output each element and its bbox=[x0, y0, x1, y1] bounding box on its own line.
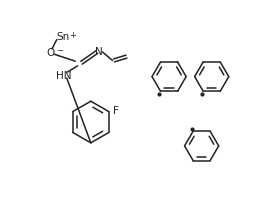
Text: F: F bbox=[113, 106, 119, 116]
Text: N: N bbox=[95, 47, 103, 57]
Text: +: + bbox=[69, 31, 76, 40]
Text: HN: HN bbox=[56, 71, 71, 81]
Text: −: − bbox=[56, 46, 63, 55]
Text: O: O bbox=[46, 48, 55, 59]
Text: Sn: Sn bbox=[57, 32, 70, 42]
